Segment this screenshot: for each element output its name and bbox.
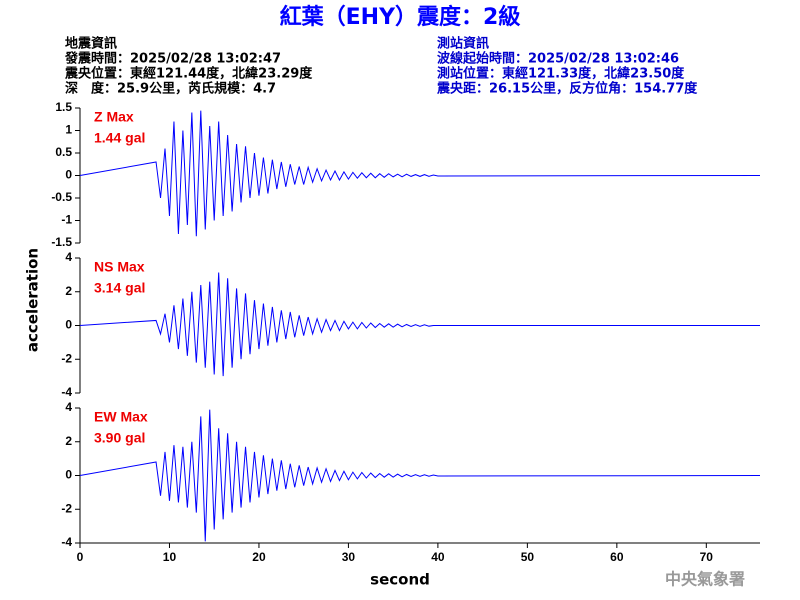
annotation: 3.14 gal: [94, 280, 145, 296]
station-heading: 測站資訊: [437, 36, 489, 52]
station-line: 測站位置：東經121.33度，北緯23.50度: [437, 66, 685, 82]
annotation: EW Max: [94, 409, 148, 425]
x-axis-label: second: [370, 571, 430, 589]
event-heading: 地震資訊: [65, 36, 117, 52]
event-line: 震央位置：東經121.44度，北緯23.29度: [64, 66, 313, 82]
y-tick-label: 4: [65, 400, 72, 414]
footer: 中央氣象署: [665, 570, 745, 589]
y-tick-label: -4: [61, 535, 72, 549]
y-tick-label: -2: [61, 501, 72, 515]
y-tick-label: -0.5: [51, 190, 72, 204]
x-tick-label: 60: [610, 550, 624, 564]
y-tick-label: 2: [65, 434, 72, 448]
waveform: [79, 272, 760, 377]
annotation: 1.44 gal: [94, 130, 145, 146]
station-line: 震央距：26.15公里，反方位角：154.77度: [436, 81, 698, 97]
x-tick-label: 10: [163, 550, 177, 564]
y-tick-label: 1.5: [55, 100, 72, 114]
x-tick-label: 20: [252, 550, 266, 564]
y-tick-label: -4: [61, 385, 72, 399]
title: 紅葉（EHY）震度：2級: [280, 4, 521, 30]
x-tick-label: 30: [342, 550, 356, 564]
waveform: [79, 110, 761, 237]
y-tick-label: -2: [61, 351, 72, 365]
x-tick-label: 70: [700, 550, 714, 564]
y-axis-label: acceleration: [24, 248, 42, 352]
y-tick-label: -1: [61, 213, 72, 227]
waveform: [79, 409, 761, 542]
annotation: Z Max: [94, 109, 134, 125]
y-tick-label: 0: [65, 168, 72, 182]
y-tick-label: 0: [65, 468, 72, 482]
y-tick-label: 4: [65, 250, 72, 264]
y-tick-label: 0.5: [55, 145, 72, 159]
annotation: 3.90 gal: [94, 430, 145, 446]
event-line: 發震時間：2025/02/28 13:02:47: [64, 51, 281, 67]
x-tick-label: 0: [77, 550, 84, 564]
station-line: 波線起始時間：2025/02/28 13:02:46: [437, 51, 679, 67]
y-tick-label: 2: [65, 284, 72, 298]
y-tick-label: 1: [65, 123, 72, 137]
x-tick-label: 40: [431, 550, 445, 564]
annotation: NS Max: [94, 259, 145, 275]
x-tick-label: 50: [521, 550, 535, 564]
event-line: 深 度：25.9公里，芮氏規模：4.7: [65, 81, 276, 97]
y-tick-label: 0: [65, 318, 72, 332]
y-tick-label: -1.5: [51, 235, 72, 249]
